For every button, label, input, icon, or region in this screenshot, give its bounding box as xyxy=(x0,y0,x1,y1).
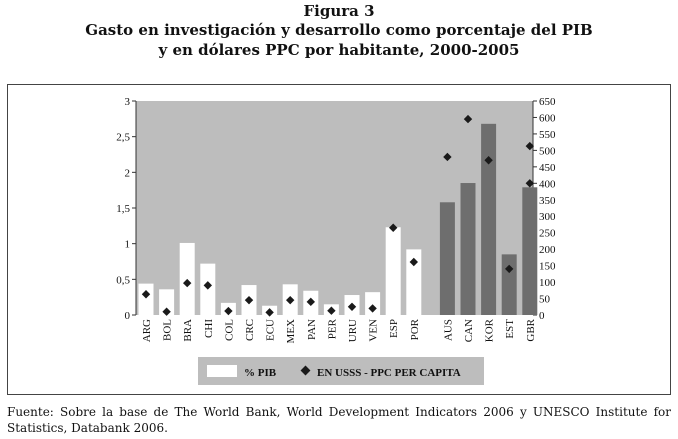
chart-title-line-2: y en dólares PPC por habitante, 2000-200… xyxy=(158,41,520,59)
x-label-esp: ESP xyxy=(388,319,400,338)
bar-por xyxy=(406,249,422,315)
marker-uru xyxy=(347,302,357,311)
legend-diamond-icon xyxy=(300,365,311,376)
marker-gbr xyxy=(525,179,534,188)
marker-can xyxy=(463,114,473,124)
bar-aus xyxy=(439,202,455,315)
right-tick-label: 150 xyxy=(539,261,556,273)
x-label-por: POR xyxy=(409,318,421,340)
legend: % PIB EN USSS - PPC PER CAPITA xyxy=(198,357,484,385)
x-label-bra: BRA xyxy=(182,319,194,342)
marker-arg xyxy=(141,290,151,299)
x-label-can: CAN xyxy=(463,319,475,342)
marker-extra-gbr xyxy=(525,141,534,151)
x-label-per: PER xyxy=(326,318,338,339)
left-tick-label: 0,5 xyxy=(116,274,130,286)
right-tick-label: 600 xyxy=(539,112,556,124)
marker-kor xyxy=(484,156,493,165)
left-tick-label: 2,5 xyxy=(116,132,130,144)
figure-label: Figura 3 xyxy=(303,2,375,20)
marker-ven xyxy=(368,304,377,313)
x-axis-labels: ARG BOL BRA CHI COL CRC ECU MEX PAN PER URU VEN ESP P… xyxy=(141,318,537,343)
marker-por xyxy=(409,257,418,267)
marker-chi xyxy=(203,281,212,290)
bar-est xyxy=(501,254,517,315)
chart-frame: 0 0,5 1 1,5 2 2,5 3 0 50 100 150 200 250 300 350 400 45… xyxy=(7,84,671,395)
x-label-bol: BOL xyxy=(162,319,174,341)
marker-pan xyxy=(306,297,315,307)
left-tick-label: 1 xyxy=(125,239,131,251)
marker-bol xyxy=(162,307,171,316)
right-tick-label: 100 xyxy=(539,277,556,289)
marker-est xyxy=(505,264,514,274)
legend-bar-swatch xyxy=(207,365,237,377)
right-tick-label: 50 xyxy=(539,294,551,306)
bar-arg xyxy=(138,283,154,315)
x-label-gbr: GBR xyxy=(525,318,537,341)
x-label-mex: MEX xyxy=(285,319,297,344)
marker-series xyxy=(141,114,534,317)
right-tick-label: 500 xyxy=(539,145,556,157)
right-tick-label: 550 xyxy=(539,129,556,141)
x-label-ven: VEN xyxy=(368,319,380,342)
marker-bra xyxy=(183,278,192,288)
x-label-col: COL xyxy=(223,319,235,341)
marker-ecu xyxy=(265,308,274,317)
left-tick-label: 3 xyxy=(125,96,131,108)
bar-can xyxy=(460,183,476,315)
left-tick-label: 2 xyxy=(125,167,131,179)
x-label-est: EST xyxy=(504,319,516,339)
chart-title-line-1: Gasto en investigación y desarrollo como… xyxy=(85,21,593,39)
x-label-chi: CHI xyxy=(203,319,215,338)
x-label-crc: CRC xyxy=(244,319,256,341)
x-label-uru: URU xyxy=(347,319,359,342)
x-label-aus: AUS xyxy=(442,319,454,341)
source-note: Fuente: Sobre la base de The World Bank,… xyxy=(7,405,671,435)
legend-bar-label: % PIB xyxy=(244,367,277,379)
right-tick-label: 350 xyxy=(539,195,556,207)
left-tick-label: 1,5 xyxy=(116,203,130,215)
right-tick-label: 0 xyxy=(539,310,545,322)
left-axis: 0 0,5 1 1,5 2 2,5 3 xyxy=(116,96,137,322)
right-tick-label: 300 xyxy=(539,211,556,223)
bar-series xyxy=(138,123,538,316)
x-label-kor: KOR xyxy=(484,318,496,342)
marker-esp xyxy=(389,223,398,232)
x-label-ecu: ECU xyxy=(265,319,277,341)
legend-box xyxy=(198,357,484,385)
marker-aus xyxy=(443,152,452,162)
right-tick-label: 250 xyxy=(539,228,556,240)
right-tick-label: 200 xyxy=(539,244,556,256)
right-tick-label: 450 xyxy=(539,162,556,174)
bar-kor xyxy=(481,123,497,316)
legend-marker-label: EN USSS - PPC PER CAPITA xyxy=(317,367,461,379)
marker-mex xyxy=(286,295,295,305)
chart-svg: 0 0,5 1 1,5 2 2,5 3 0 50 100 150 200 250 300 350 400 45… xyxy=(116,96,556,385)
bar-bol xyxy=(159,289,175,315)
left-tick-label: 0 xyxy=(125,310,131,322)
marker-crc xyxy=(244,295,254,305)
bar-gbr xyxy=(522,187,538,315)
right-tick-label: 400 xyxy=(539,178,556,190)
marker-col xyxy=(224,306,233,316)
bar-esp xyxy=(385,227,401,315)
x-label-arg: ARG xyxy=(141,319,153,342)
x-label-pan: PAN xyxy=(306,319,318,340)
right-tick-label: 650 xyxy=(539,96,556,108)
bar-ven xyxy=(365,292,381,315)
